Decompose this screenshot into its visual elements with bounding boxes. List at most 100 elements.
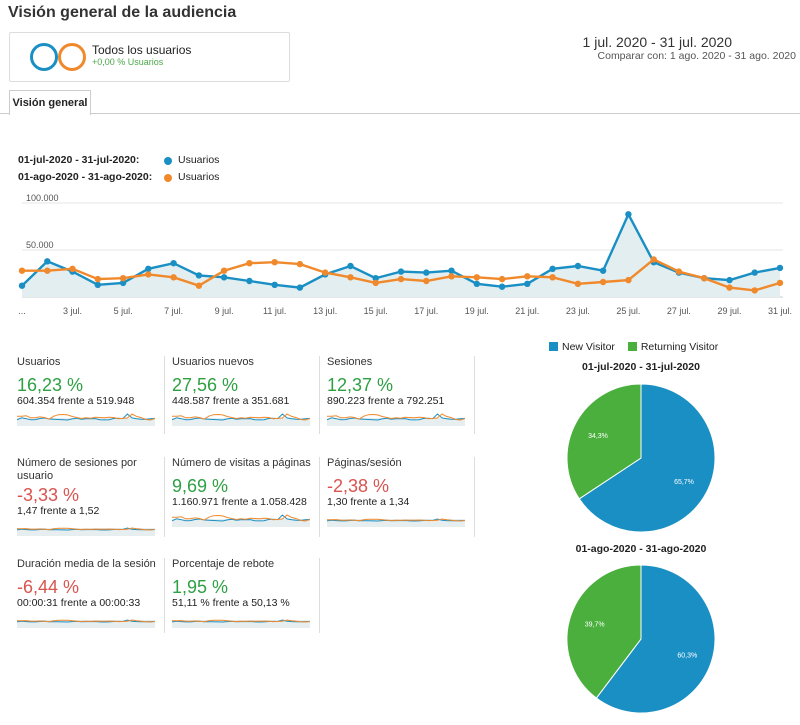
data-point[interactable] <box>675 268 683 275</box>
data-point[interactable] <box>524 280 531 287</box>
data-point[interactable] <box>599 278 607 286</box>
metric-tile[interactable]: Sesiones 12,37 % 890.223 frente a 792.251 <box>327 356 467 426</box>
metric-tile[interactable]: Usuarios 16,23 % 604.354 frente a 519.948 <box>17 356 157 426</box>
x-tick-label: 13 jul. <box>313 306 337 316</box>
data-point[interactable] <box>347 274 354 281</box>
metric-comparison: 890.223 frente a 792.251 <box>327 395 445 407</box>
metric-change: -6,44 % <box>17 577 80 597</box>
sparkline-area <box>17 528 155 536</box>
data-point[interactable] <box>296 284 304 291</box>
data-point[interactable] <box>650 256 657 263</box>
data-point[interactable] <box>473 274 480 281</box>
data-point[interactable] <box>498 283 506 290</box>
data-point[interactable] <box>220 267 228 274</box>
metric-tile[interactable]: Número de sesiones por usuario -3,33 % 1,4… <box>17 457 157 536</box>
data-point[interactable] <box>372 275 379 282</box>
data-point[interactable] <box>448 273 455 280</box>
x-tick-label: 5 jul. <box>114 306 133 316</box>
pie-slice[interactable] <box>595 564 716 714</box>
metric-tile[interactable]: Número de visitas a páginas 9,69 % 1.160.9… <box>172 457 312 527</box>
data-point[interactable] <box>119 275 127 282</box>
data-point[interactable] <box>94 275 102 283</box>
pie-slice[interactable] <box>566 564 642 699</box>
data-point[interactable] <box>599 267 607 274</box>
data-point[interactable] <box>170 260 177 267</box>
metric-tile[interactable]: Usuarios nuevos 27,56 % 448.587 frente a 3… <box>172 356 312 426</box>
pie-chart-ago[interactable]: 60,3% 39,7% <box>565 563 717 715</box>
metric-sparkline <box>172 514 310 527</box>
data-point[interactable] <box>296 260 304 268</box>
metric-tile[interactable]: Porcentaje de rebote 1,95 % 51,11 % frente… <box>172 558 312 628</box>
data-point[interactable] <box>271 281 278 288</box>
data-point[interactable] <box>397 275 405 283</box>
data-point[interactable] <box>776 264 784 272</box>
metric-comparison: 1,30 frente a 1,34 <box>327 496 410 508</box>
data-point[interactable] <box>69 265 76 272</box>
data-point[interactable] <box>726 276 733 284</box>
data-point[interactable] <box>751 287 758 294</box>
date-range-main[interactable]: 1 jul. 2020 - 31 jul. 2020 <box>582 34 732 50</box>
pie-slice[interactable] <box>566 383 642 500</box>
date-range-compare[interactable]: Comparar con: 1 ago. 2020 - 31 ago. 2020 <box>597 50 796 62</box>
sparkline-orange <box>17 413 155 421</box>
data-point[interactable] <box>246 277 253 285</box>
metric-sparkline <box>172 413 310 426</box>
tab-overview[interactable]: Visión general <box>9 90 91 115</box>
segment-card[interactable]: Todos los usuarios +0,00 % Usuarios <box>9 32 290 82</box>
sparkline-area <box>17 620 155 628</box>
data-point[interactable] <box>574 262 582 270</box>
data-point[interactable] <box>145 271 152 278</box>
data-point[interactable] <box>44 267 51 274</box>
segment-circle-orange-icon <box>58 43 86 71</box>
data-point[interactable] <box>701 275 708 282</box>
legend-dot-orange-icon <box>164 174 172 182</box>
data-point[interactable] <box>220 274 228 281</box>
pie-slice[interactable] <box>578 383 716 533</box>
data-point[interactable] <box>574 280 582 287</box>
data-point[interactable] <box>751 269 758 276</box>
sparkline-area <box>327 519 465 527</box>
data-point[interactable] <box>18 282 26 289</box>
data-point[interactable] <box>473 280 480 287</box>
pie-legend-returning: Returning Visitor <box>640 341 719 353</box>
metric-tile[interactable]: Páginas/sesión -2,38 % 1,30 frente a 1,34 <box>327 457 467 527</box>
users-line-chart[interactable]: 100.000 50.000 ... 3 jul. 5 jul. 7 jul. 9 ju… <box>0 188 800 318</box>
data-point[interactable] <box>549 265 556 272</box>
pie-chart-jul[interactable]: 65,7% 34,3% <box>565 382 717 534</box>
data-point[interactable] <box>372 279 379 287</box>
data-point[interactable] <box>498 275 506 283</box>
metric-sparkline <box>17 413 155 426</box>
metric-tile[interactable]: Duración media de la sesión -6,44 % 00:00:… <box>17 558 157 628</box>
x-tick-label: ... <box>18 306 26 316</box>
data-point[interactable] <box>347 262 354 270</box>
metric-name: Porcentaje de rebote <box>172 558 275 570</box>
data-point[interactable] <box>18 267 26 274</box>
data-point[interactable] <box>44 258 51 265</box>
metric-separator <box>164 356 165 434</box>
data-point[interactable] <box>271 259 278 266</box>
data-point[interactable] <box>195 272 203 279</box>
data-point[interactable] <box>625 276 632 284</box>
data-point[interactable] <box>625 211 632 218</box>
pie-slice-label: 39,7% <box>585 622 605 629</box>
metric-comparison: 448.587 frente a 351.681 <box>172 395 290 407</box>
data-point[interactable] <box>119 279 127 287</box>
data-point[interactable] <box>397 268 405 275</box>
data-point[interactable] <box>726 284 733 291</box>
data-point[interactable] <box>195 282 203 289</box>
data-point[interactable] <box>524 273 531 280</box>
data-point[interactable] <box>448 267 455 274</box>
data-point[interactable] <box>170 274 177 281</box>
data-point[interactable] <box>322 269 329 276</box>
data-point[interactable] <box>549 274 556 281</box>
sparkline-orange <box>327 413 465 421</box>
legend-metric-2: Usuarios <box>178 171 220 183</box>
data-point[interactable] <box>423 277 430 285</box>
data-point[interactable] <box>246 260 253 267</box>
metric-separator <box>164 558 165 633</box>
data-point[interactable] <box>94 281 102 288</box>
data-point[interactable] <box>423 269 430 276</box>
data-point[interactable] <box>145 265 152 272</box>
x-tick-label: 11 jul. <box>263 306 286 316</box>
data-point[interactable] <box>776 279 784 287</box>
